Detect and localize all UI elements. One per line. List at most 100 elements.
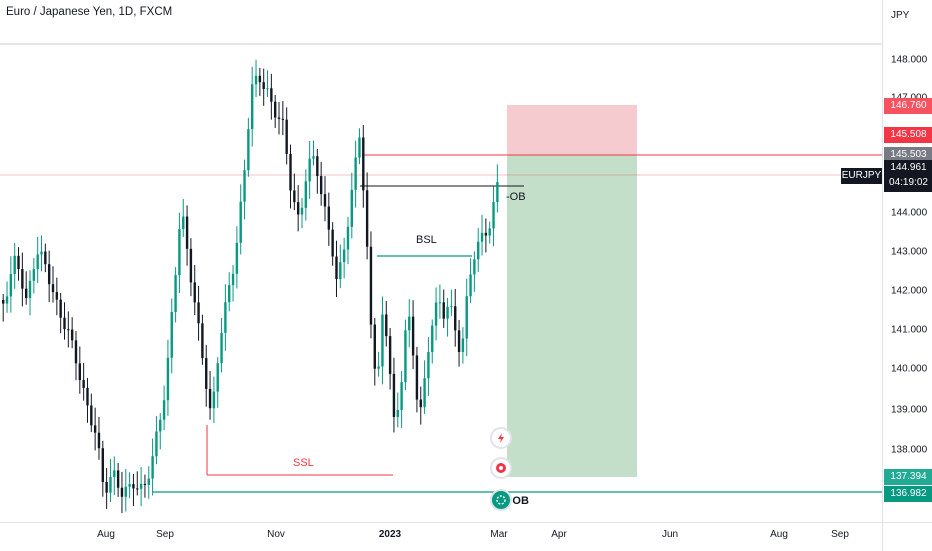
- current-price-value: 144.961: [890, 162, 927, 173]
- symbol-badge: EURJPY: [841, 168, 882, 184]
- candle-body: [400, 382, 403, 410]
- candle-body: [411, 316, 415, 356]
- candle-body: [78, 363, 82, 381]
- candles-group: [2, 59, 499, 514]
- candle-body: [47, 264, 51, 285]
- candle-body: [312, 156, 315, 159]
- candle-body: [155, 431, 158, 457]
- candle-body: [419, 399, 422, 408]
- candle-body: [70, 329, 74, 341]
- candle-body: [182, 216, 185, 230]
- candle-body: [63, 317, 66, 330]
- candle-body: [197, 302, 200, 324]
- time-tick: Aug: [97, 529, 115, 540]
- time-tick: Sep: [831, 529, 849, 540]
- candle-body: [327, 206, 331, 230]
- candle-body: [105, 481, 108, 493]
- candle-body: [258, 75, 262, 83]
- bearish-ob-label: -OB: [506, 191, 526, 203]
- candle-body: [82, 380, 85, 388]
- candle-body: [434, 302, 438, 326]
- ob-badge-icon[interactable]: [491, 490, 511, 510]
- candlestick-chart[interactable]: [0, 0, 882, 522]
- candle-body: [300, 207, 304, 215]
- price-tick: 138.000: [891, 444, 928, 456]
- candle-body: [496, 182, 499, 203]
- candle-body: [316, 156, 319, 177]
- candle-body: [93, 425, 97, 433]
- bsl-label: BSL: [416, 234, 437, 246]
- target-price-badge: 137.394: [884, 469, 932, 485]
- candle-body: [216, 363, 219, 392]
- candle-body: [2, 300, 5, 304]
- candle-body: [285, 119, 288, 154]
- candle-body: [109, 476, 112, 493]
- candle-body: [404, 330, 407, 383]
- time-axis[interactable]: Aug Sep Nov 2023 Mar Apr Jun Aug Sep: [0, 522, 882, 551]
- candle-body: [28, 280, 32, 299]
- candle-body: [101, 448, 104, 482]
- candle-body: [346, 226, 350, 250]
- candle-body: [446, 306, 449, 319]
- candle-body: [205, 358, 208, 389]
- candle-body: [469, 274, 472, 297]
- candle-body: [319, 176, 323, 195]
- candle-body: [369, 246, 373, 325]
- candle-body: [201, 323, 204, 359]
- candle-body: [484, 232, 488, 236]
- candle-body: [365, 190, 369, 247]
- candle-body: [231, 273, 235, 286]
- candle-body: [51, 284, 55, 293]
- candle-body: [116, 470, 120, 488]
- flash-icon[interactable]: [491, 428, 511, 448]
- candle-body: [162, 400, 166, 420]
- candle-body: [465, 296, 468, 339]
- candle-body: [243, 170, 246, 202]
- candle-body: [143, 483, 147, 485]
- candle-body: [113, 470, 116, 477]
- candle-body: [358, 137, 361, 158]
- ssl-label: SSL: [293, 457, 314, 469]
- bar-countdown: 04:19:02: [889, 177, 928, 188]
- stop-loss-zone: [507, 105, 637, 155]
- candle-body: [308, 158, 311, 182]
- candle-body: [174, 275, 177, 312]
- current-price-badge: 144.961 04:19:02: [884, 160, 932, 192]
- candle-body: [408, 316, 411, 331]
- prev-price-badge: 145.503: [884, 147, 932, 163]
- time-tick: Mar: [490, 529, 508, 540]
- candle-body: [86, 387, 89, 406]
- price-axis[interactable]: JPY 148.000 147.000 144.000 143.000 142.…: [882, 0, 932, 522]
- candle-body: [239, 201, 242, 243]
- candle-body: [388, 336, 392, 374]
- candle-body: [296, 202, 300, 215]
- candle-body: [392, 373, 396, 417]
- candle-body: [44, 251, 47, 265]
- candle-body: [427, 351, 430, 379]
- candle-body: [55, 292, 59, 300]
- price-tick: 148.000: [891, 54, 928, 66]
- candle-body: [97, 432, 101, 449]
- candle-body: [59, 299, 62, 318]
- candle-body: [193, 282, 196, 303]
- record-icon[interactable]: [491, 458, 511, 478]
- candle-body: [331, 229, 334, 257]
- time-tick: Sep: [156, 529, 174, 540]
- stop-price-badge: 146.760: [884, 98, 932, 114]
- candle-body: [339, 262, 342, 280]
- candle-body: [354, 157, 357, 190]
- chart-title: Euro / Japanese Yen, 1D, FXCM: [6, 6, 173, 18]
- candle-body: [224, 302, 227, 333]
- candle-body: [415, 355, 419, 400]
- candle-body: [13, 255, 16, 275]
- candle-body: [120, 487, 124, 497]
- price-tick: 143.000: [891, 246, 928, 258]
- time-tick: Apr: [551, 529, 567, 540]
- ob-price-badge: 136.982: [884, 486, 932, 502]
- candle-body: [342, 249, 346, 263]
- candle-body: [281, 118, 285, 120]
- candle-body: [457, 330, 461, 352]
- candle-body: [212, 391, 216, 409]
- candle-body: [262, 82, 265, 89]
- chart-pane[interactable]: Euro / Japanese Yen, 1D, FXCM BSL SSL -O…: [0, 0, 882, 522]
